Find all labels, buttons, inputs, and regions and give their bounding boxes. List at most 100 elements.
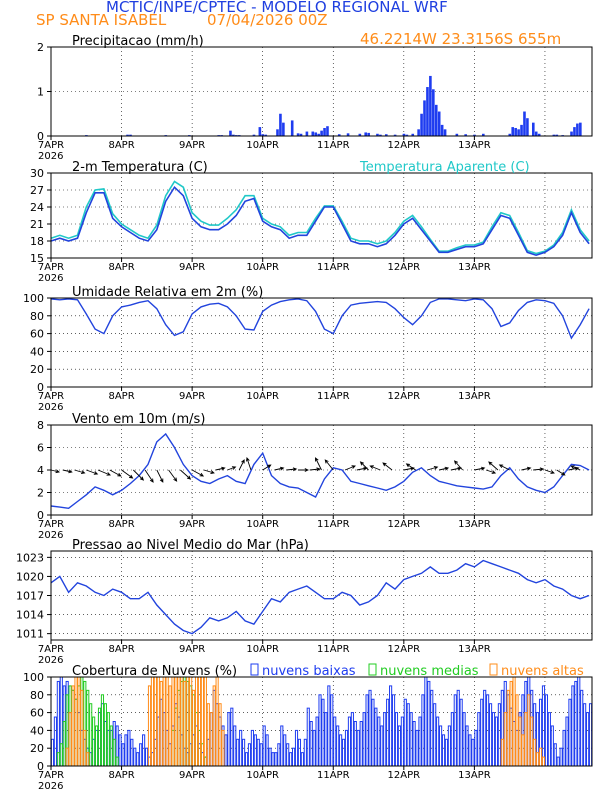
x-tick-label: 8APR bbox=[108, 391, 134, 402]
cloud-bar-mid bbox=[100, 694, 105, 767]
cloud-bar-low bbox=[430, 689, 434, 767]
precip-bar bbox=[376, 133, 379, 136]
cloud-bar-low bbox=[468, 734, 472, 767]
x-tick-label: 7APR bbox=[38, 391, 64, 402]
cloud-bar-high bbox=[209, 712, 213, 767]
precip-bar bbox=[573, 127, 576, 136]
cloud-bar-low bbox=[400, 716, 404, 767]
wind-vector bbox=[405, 463, 416, 471]
x-tick-label: 8APR bbox=[108, 770, 134, 781]
wind-vector bbox=[180, 469, 192, 480]
y-tick-label: 27 bbox=[30, 184, 44, 197]
wind-vector bbox=[215, 466, 226, 471]
y-tick-label: 1023 bbox=[16, 551, 44, 564]
x-tick-label: 12APR bbox=[388, 262, 421, 273]
cloud-bar-low bbox=[230, 707, 234, 767]
cloud-bar-high bbox=[197, 676, 202, 767]
cloud-bar-low bbox=[588, 703, 593, 767]
precip-bar bbox=[264, 134, 268, 136]
precip-bar bbox=[311, 131, 315, 136]
y-tick-label: 0 bbox=[37, 509, 44, 522]
precip-bar bbox=[232, 134, 235, 136]
wind-vector bbox=[297, 468, 310, 472]
cloud-bar-low bbox=[436, 716, 440, 767]
cloud-bar-low bbox=[274, 752, 278, 767]
x-tick-label: 11APR bbox=[317, 770, 350, 781]
y-tick-label: 18 bbox=[30, 235, 44, 248]
wind-vector bbox=[168, 469, 178, 482]
y-tick-label: 0 bbox=[37, 130, 44, 143]
x-tick-label: 9APR bbox=[179, 519, 205, 530]
y-tick-label: 40 bbox=[30, 724, 44, 737]
cloud-bar-low bbox=[133, 747, 137, 767]
header-run-date: 07/04/2026 00Z bbox=[207, 11, 328, 29]
cloud-bar-low bbox=[268, 747, 272, 767]
cloud-bar-low bbox=[374, 707, 378, 767]
y-tick-label: 2 bbox=[37, 41, 44, 54]
cloud-bar-low bbox=[309, 721, 313, 767]
precip-bar bbox=[314, 132, 318, 136]
y-tick-label: 60 bbox=[30, 707, 44, 720]
cloud-bar-low bbox=[403, 698, 407, 767]
precip-bar bbox=[443, 129, 447, 136]
panel-title: 2-m Temperatura (C) bbox=[72, 160, 208, 175]
header-station: SP SANTA ISABEL bbox=[36, 11, 167, 29]
cloud-bar-low bbox=[556, 756, 560, 767]
wind-vector bbox=[144, 469, 154, 483]
precip-bar bbox=[290, 120, 294, 136]
cloud-bar-low bbox=[347, 716, 352, 767]
cloud-bar-low bbox=[239, 729, 243, 767]
panel-clouds: 0 20 40 60 80 100 7APR 8APR 9APR 10APR 11APR 12APR 1… bbox=[23, 663, 593, 792]
y-tick-label: 100 bbox=[23, 292, 44, 305]
cloud-bar-low bbox=[233, 725, 237, 767]
legend-swatch bbox=[368, 663, 377, 676]
cloud-bar-low bbox=[580, 689, 584, 767]
precip-bar bbox=[437, 111, 441, 136]
panel-precip: 0 1 2 7APR 8APR 9APR 10APR 11APR 12APR 13APR 2026 P… bbox=[37, 34, 593, 162]
wind-vector bbox=[344, 465, 356, 471]
precip-bar bbox=[317, 133, 320, 136]
wind-vector bbox=[439, 466, 450, 471]
legend-apparent-temp: Temperatura Aparente (C) bbox=[359, 160, 530, 175]
panel-temperature: 15 18 21 24 27 30 7APR 8APR 9APR 10APR 11APR 12APR 1… bbox=[30, 160, 593, 284]
wind-vector bbox=[309, 467, 321, 472]
wind-vector bbox=[450, 466, 462, 471]
cloud-bar-mid bbox=[62, 721, 66, 767]
x-tick-label: 10APR bbox=[246, 770, 279, 781]
x-tick-label: 12APR bbox=[388, 770, 421, 781]
cloud-bar-low bbox=[306, 707, 310, 767]
y-tick-label: 0 bbox=[37, 381, 44, 394]
x-tick-label: 13APR bbox=[458, 770, 491, 781]
cloud-bar-low bbox=[144, 747, 149, 767]
series-line-0 bbox=[50, 185, 590, 257]
wind-vector bbox=[356, 466, 368, 471]
cloud-bar-low bbox=[127, 729, 131, 767]
panel-wind: 0 2 4 6 8 7APR 8APR 9APR 10APR 11APR 12APR 13APR 202… bbox=[37, 412, 593, 541]
precip-bar bbox=[434, 104, 438, 136]
cloud-bar-high bbox=[192, 689, 196, 767]
precip-bar bbox=[129, 134, 132, 136]
y-tick-label: 20 bbox=[30, 742, 44, 755]
y-tick-label: 4 bbox=[37, 464, 44, 477]
cloud-bar-low bbox=[277, 743, 281, 767]
precip-bar bbox=[526, 118, 529, 136]
wind-vector bbox=[369, 465, 381, 471]
x-tick-label: 12APR bbox=[388, 519, 421, 530]
panel-title: Vento em 10m (m/s) bbox=[72, 412, 205, 427]
wind-vector bbox=[191, 469, 205, 477]
cloud-bar-high bbox=[77, 676, 81, 767]
wind-vector bbox=[486, 469, 497, 474]
cloud-bar-low bbox=[389, 685, 393, 767]
cloud-bar-mid bbox=[89, 703, 93, 767]
legend-label: nuvens altas bbox=[501, 664, 584, 679]
cloud-bar-low bbox=[315, 716, 319, 767]
x-tick-label: 9APR bbox=[179, 770, 205, 781]
cloud-bar-low bbox=[242, 738, 246, 767]
cloud-bar-low bbox=[465, 725, 469, 767]
cloud-bar-low bbox=[333, 716, 337, 767]
cloud-bar-high bbox=[71, 685, 75, 767]
precip-bar bbox=[384, 134, 388, 136]
precip-bar bbox=[320, 130, 323, 136]
precip-bar bbox=[420, 113, 423, 136]
x-tick-label: 13APR bbox=[458, 644, 491, 655]
